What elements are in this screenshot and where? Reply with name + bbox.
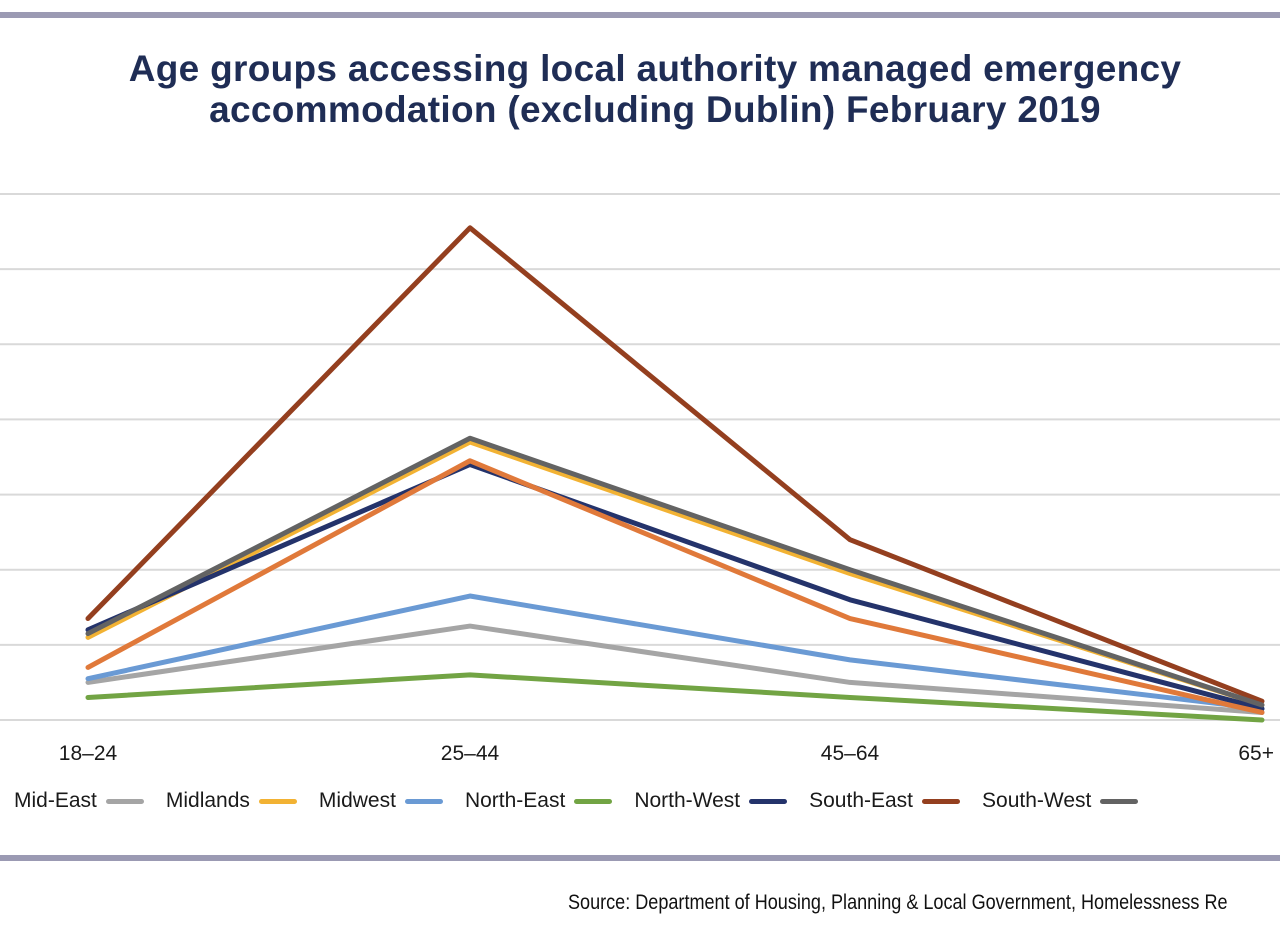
bottom-rule xyxy=(0,855,1280,861)
legend-item: Midwest xyxy=(319,789,443,813)
series-line-south-east xyxy=(85,225,1265,704)
x-tick-label: 18–24 xyxy=(59,742,118,765)
legend-swatch xyxy=(258,798,297,804)
legend-item: Mid-East xyxy=(14,789,144,813)
series-line-mid-east xyxy=(85,623,1265,715)
legend-swatch xyxy=(105,798,144,804)
line-chart: 18–24 25–44 45–64 65+ xyxy=(0,193,1280,765)
legend-item: South-East xyxy=(809,789,961,813)
legend-swatch xyxy=(749,798,788,804)
legend-swatch xyxy=(404,798,443,804)
series-line-north-east xyxy=(85,672,1265,723)
legend-label: North-East xyxy=(464,789,566,812)
legend-label: South-East xyxy=(809,789,914,812)
series-lines xyxy=(85,225,1265,723)
legend-label: Midlands xyxy=(165,789,250,812)
series-line-unnamed-7 xyxy=(85,458,1265,715)
legend-swatch xyxy=(574,798,613,804)
legend-label: Mid-East xyxy=(14,789,97,812)
series-line-north-west xyxy=(85,462,1265,712)
series-line-south-west xyxy=(85,435,1265,708)
legend-label: Midwest xyxy=(318,789,396,812)
legend: Mid-East Midlands Midwest North-East North-W… xyxy=(14,786,1160,816)
legend-item: North-West xyxy=(634,789,788,813)
legend-label: South-West xyxy=(982,789,1092,812)
legend-label: North-West xyxy=(634,789,741,812)
top-rule xyxy=(0,12,1280,18)
series-line-midwest xyxy=(85,593,1265,712)
source-note: Source: Department of Housing, Planning … xyxy=(568,891,1228,914)
chart-title: Age groups accessing local authority man… xyxy=(128,48,1182,130)
legend-item: Midlands xyxy=(166,789,297,813)
gridlines xyxy=(0,193,1280,721)
legend-item: South-West xyxy=(982,789,1139,813)
x-tick-label: 25–44 xyxy=(441,742,500,765)
x-tick-label: 65+ xyxy=(1238,742,1274,765)
legend-swatch xyxy=(922,798,961,804)
x-tick-label: 45–64 xyxy=(821,742,880,765)
legend-swatch xyxy=(1100,798,1139,804)
x-axis-tick-labels: 18–24 25–44 45–64 65+ xyxy=(59,742,1274,765)
legend-item: North-East xyxy=(464,789,613,813)
